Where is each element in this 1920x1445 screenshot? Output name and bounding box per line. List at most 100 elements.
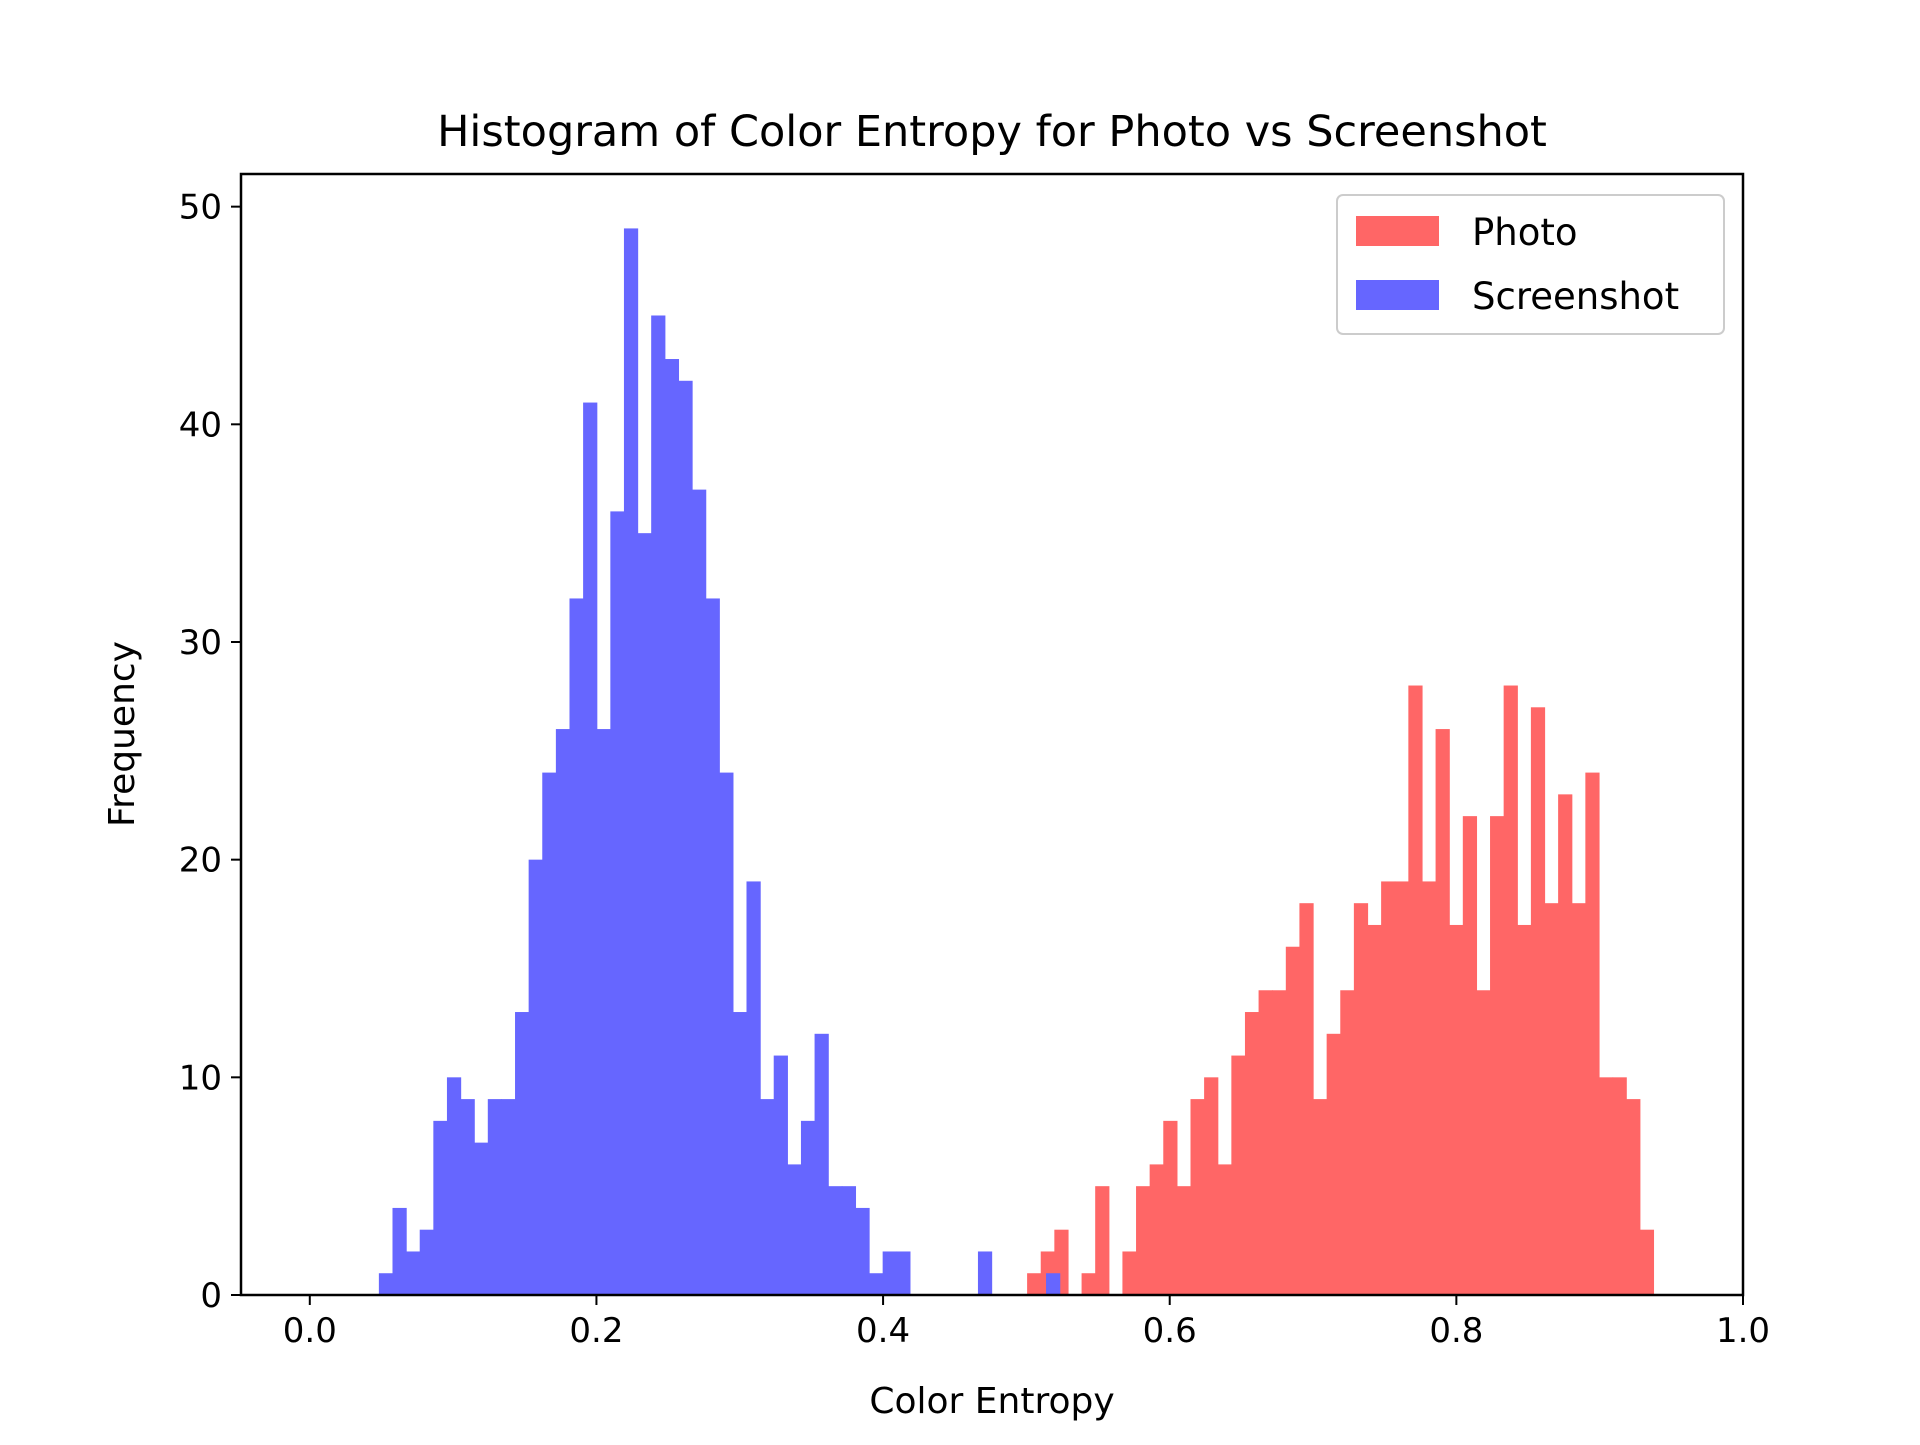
photo-bar <box>1558 794 1573 1295</box>
y-axis-label: Frequency <box>102 641 143 827</box>
screenshot-bar <box>515 1012 530 1295</box>
screenshot-bar <box>610 511 625 1295</box>
screenshot-bar <box>814 1033 829 1295</box>
photo-bar <box>1408 685 1423 1295</box>
screenshot-bar <box>787 1164 802 1295</box>
screenshot-bar <box>760 1099 775 1295</box>
photo-bar <box>1517 924 1532 1295</box>
y-tick-label: 10 <box>179 1058 222 1098</box>
photo-bar <box>1244 1012 1260 1295</box>
photo-bar <box>1217 1164 1232 1295</box>
x-tick-label: 1.0 <box>1716 1311 1770 1351</box>
photo-bar <box>1476 990 1491 1295</box>
screenshot-bar <box>841 1186 857 1295</box>
screenshot-bar <box>555 729 571 1295</box>
screenshot-bar <box>705 598 720 1295</box>
screenshot-bar <box>596 729 611 1295</box>
photo-bar <box>1095 1186 1110 1295</box>
photo-bar <box>1149 1164 1164 1295</box>
screenshot-bar <box>569 598 584 1295</box>
screenshot-bar <box>460 1099 475 1295</box>
legend-swatch-screenshot <box>1356 280 1439 310</box>
photo-bar <box>1530 707 1546 1295</box>
chart-title: Histogram of Color Entropy for Photo vs … <box>437 107 1547 157</box>
screenshot-bar <box>651 315 666 1295</box>
photo-bar <box>1326 1033 1341 1295</box>
screenshot-bar <box>719 772 734 1295</box>
x-tick-label: 0.6 <box>1143 1311 1197 1351</box>
bars-layer <box>378 228 1655 1295</box>
photo-bar <box>1204 1077 1219 1295</box>
photo-bar <box>1353 903 1369 1295</box>
photo-bar <box>1272 990 1287 1295</box>
photo-bar <box>1639 1229 1655 1295</box>
screenshot-bar <box>419 1229 434 1295</box>
photo-bar <box>1340 990 1355 1295</box>
photo-bar <box>1462 816 1478 1295</box>
photo-bar <box>1381 881 1396 1295</box>
screenshot-bar <box>474 1142 489 1295</box>
x-tick-label: 0.0 <box>283 1311 337 1351</box>
screenshot-bar <box>433 1120 448 1295</box>
legend-swatch-photo <box>1356 216 1439 246</box>
screenshot-bar <box>637 533 652 1295</box>
photo-bar <box>1598 1077 1614 1295</box>
screenshot-bar <box>746 881 761 1295</box>
screenshot-bar <box>828 1186 843 1295</box>
photo-bar <box>1081 1273 1096 1295</box>
screenshot-bar <box>392 1207 407 1295</box>
screenshot-bar <box>1046 1273 1061 1295</box>
screenshot-bar <box>773 1055 788 1295</box>
screenshot-bar <box>542 772 557 1295</box>
legend: Photo Screenshot <box>1336 194 1725 335</box>
screenshot-bar <box>623 228 639 1295</box>
photo-bar <box>1449 924 1464 1295</box>
x-tick-label: 0.2 <box>569 1311 623 1351</box>
y-tick-label: 40 <box>179 405 222 445</box>
screenshot-bar <box>664 359 680 1295</box>
photo-bar <box>1027 1273 1042 1295</box>
x-tick-label: 0.8 <box>1429 1311 1483 1351</box>
screenshot-bar <box>800 1120 816 1295</box>
photo-bar <box>1585 772 1600 1295</box>
screenshot-bar <box>977 1251 993 1295</box>
photo-bar <box>1571 903 1586 1295</box>
photo-bar <box>1612 1077 1627 1295</box>
photo-bar <box>1299 903 1314 1295</box>
plot-frame <box>239 172 1745 1297</box>
x-axis-ticks: 0.0 0.2 0.4 0.6 0.8 1.0 <box>283 1295 1770 1351</box>
photo-bar <box>1544 903 1559 1295</box>
photo-bar <box>1190 1099 1205 1295</box>
screenshot-bar <box>583 402 598 1295</box>
photo-bar <box>1313 1099 1328 1295</box>
screenshot-bar <box>882 1251 897 1295</box>
screenshot-bar <box>528 859 543 1295</box>
x-tick-label: 0.4 <box>856 1311 910 1351</box>
y-tick-label: 0 <box>200 1276 222 1316</box>
photo-bar <box>1367 924 1382 1295</box>
screenshot-bar <box>406 1251 421 1295</box>
photo-bar <box>1136 1186 1151 1295</box>
photo-bar <box>1163 1120 1178 1295</box>
photo-bar <box>1231 1055 1246 1295</box>
photo-bar <box>1626 1099 1641 1295</box>
screenshot-bar <box>732 1012 748 1295</box>
screenshot-bar <box>869 1273 884 1295</box>
photo-bar <box>1490 816 1505 1295</box>
photo-bar <box>1122 1251 1137 1295</box>
screenshot-bar <box>378 1273 394 1295</box>
legend-label-photo: Photo <box>1472 211 1578 254</box>
photo-bar <box>1435 729 1450 1295</box>
photo-bar <box>1285 946 1301 1295</box>
y-tick-label: 30 <box>179 623 222 663</box>
y-tick-label: 50 <box>179 188 222 228</box>
photo-bar <box>1503 685 1518 1295</box>
screenshot-bar <box>487 1099 503 1295</box>
screenshot-bar <box>855 1207 870 1295</box>
screenshot-bar <box>678 380 693 1295</box>
photo-bar <box>1421 881 1437 1295</box>
screenshot-bar <box>446 1077 462 1295</box>
y-tick-label: 20 <box>179 841 222 881</box>
